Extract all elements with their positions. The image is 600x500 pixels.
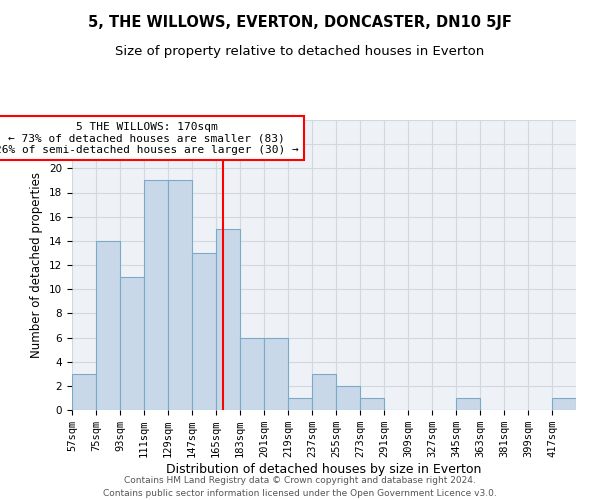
Bar xyxy=(312,374,336,410)
Bar xyxy=(240,338,264,410)
Bar xyxy=(120,277,144,410)
Bar xyxy=(552,398,576,410)
Bar xyxy=(144,180,168,410)
Text: 5 THE WILLOWS: 170sqm
← 73% of detached houses are smaller (83)
26% of semi-deta: 5 THE WILLOWS: 170sqm ← 73% of detached … xyxy=(0,122,299,154)
Bar xyxy=(360,398,384,410)
Bar xyxy=(96,241,120,410)
Bar xyxy=(168,180,192,410)
Bar xyxy=(456,398,480,410)
Bar xyxy=(288,398,312,410)
Y-axis label: Number of detached properties: Number of detached properties xyxy=(31,172,43,358)
Text: Contains HM Land Registry data © Crown copyright and database right 2024.: Contains HM Land Registry data © Crown c… xyxy=(124,476,476,485)
Text: Size of property relative to detached houses in Everton: Size of property relative to detached ho… xyxy=(115,45,485,58)
X-axis label: Distribution of detached houses by size in Everton: Distribution of detached houses by size … xyxy=(166,463,482,476)
Bar xyxy=(264,338,288,410)
Bar xyxy=(216,229,240,410)
Bar xyxy=(72,374,96,410)
Text: Contains public sector information licensed under the Open Government Licence v3: Contains public sector information licen… xyxy=(103,488,497,498)
Text: 5, THE WILLOWS, EVERTON, DONCASTER, DN10 5JF: 5, THE WILLOWS, EVERTON, DONCASTER, DN10… xyxy=(88,15,512,30)
Bar xyxy=(192,253,216,410)
Bar xyxy=(336,386,360,410)
